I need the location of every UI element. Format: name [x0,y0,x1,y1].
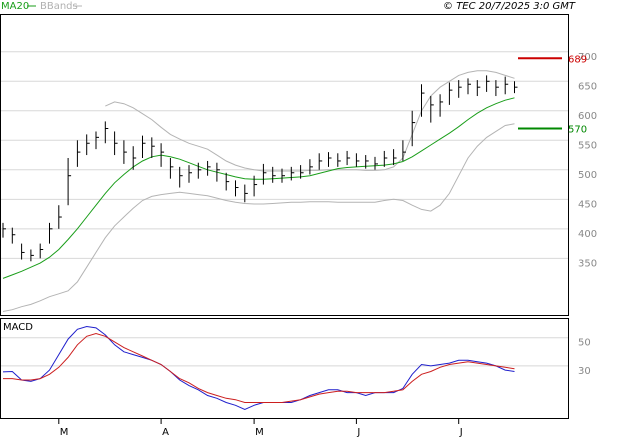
x-tick-label: A [162,427,169,438]
y-tick-label: 450 [578,199,597,210]
legend-ma20: MA20 [1,1,29,12]
macd-panel [0,318,569,419]
macd-line [2,325,515,411]
y-tick-label: 550 [578,140,597,151]
credit: © TEC 20/7/2025 3:0 GMT [443,1,576,12]
y-tick-label: 400 [578,229,597,240]
level-label: 689 [568,54,587,65]
y-tick-label: 600 [578,111,597,122]
y-tick-label: 50 [578,338,591,349]
legend-bbands: BBands [40,1,78,12]
x-tick-label: M [60,427,69,438]
level-label: 570 [568,124,587,135]
y-tick-label: 30 [578,366,591,377]
x-tick-label: J [459,427,463,438]
y-tick-label: 500 [578,170,597,181]
y-tick-label: 650 [578,81,597,92]
y-tick-label: 700 [578,52,597,63]
x-tick-label: J [356,427,360,438]
price-panel [0,14,569,316]
ma20-line [2,97,515,279]
y-tick-label: 350 [578,258,597,269]
macd-line [3,332,515,403]
bband-lower [2,123,515,312]
x-tick-label: M [255,427,264,438]
macd-title: MACD [3,322,33,333]
